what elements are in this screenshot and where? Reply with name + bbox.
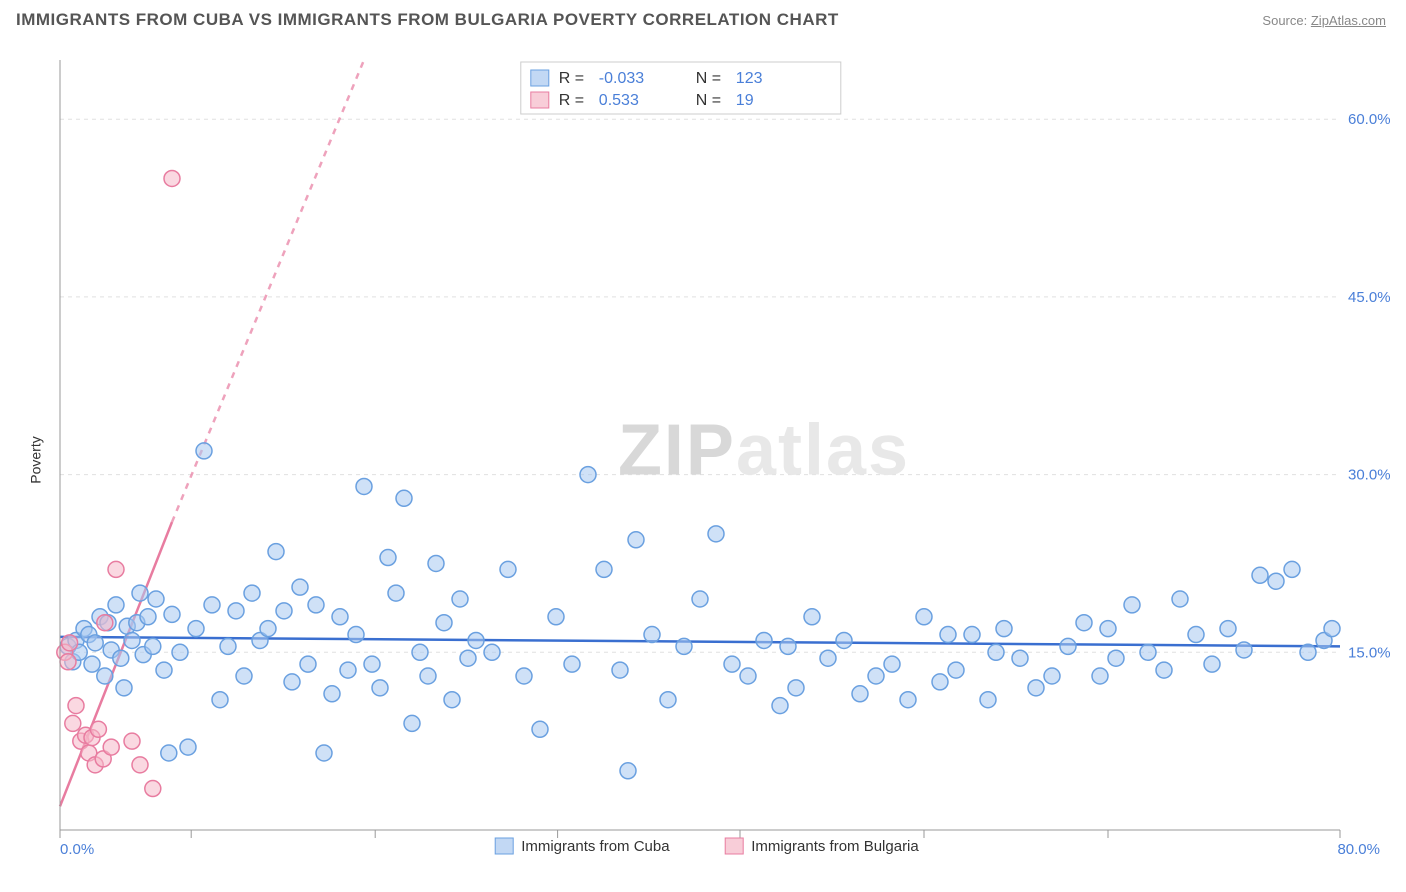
- svg-text:N =: N =: [696, 70, 721, 87]
- y-axis-label: Poverty: [28, 436, 44, 483]
- svg-text:Immigrants from Cuba: Immigrants from Cuba: [521, 838, 670, 855]
- svg-text:-0.033: -0.033: [599, 70, 644, 87]
- svg-text:45.0%: 45.0%: [1348, 289, 1390, 306]
- scatter-chart: ZIPatlas 15.0% 30.0% 45.0% 60.0% 0.0% 80.0% R =…: [50, 50, 1390, 870]
- svg-text:Immigrants from Bulgaria: Immigrants from Bulgaria: [751, 838, 919, 855]
- svg-text:N =: N =: [696, 92, 721, 109]
- svg-text:80.0%: 80.0%: [1337, 841, 1380, 858]
- svg-text:0.0%: 0.0%: [60, 841, 94, 858]
- chart-header: IMMIGRANTS FROM CUBA VS IMMIGRANTS FROM …: [0, 0, 1406, 40]
- svg-text:19: 19: [736, 92, 754, 109]
- chart-title: IMMIGRANTS FROM CUBA VS IMMIGRANTS FROM …: [16, 10, 839, 30]
- source-link[interactable]: ZipAtlas.com: [1311, 13, 1386, 28]
- source-attribution: Source: ZipAtlas.com: [1262, 13, 1386, 28]
- svg-text:0.533: 0.533: [599, 92, 639, 109]
- svg-text:ZIPatlas: ZIPatlas: [618, 411, 910, 491]
- svg-text:R =: R =: [559, 92, 584, 109]
- svg-text:123: 123: [736, 70, 763, 87]
- chart-area: Poverty ZIPatlas15.0%30.0%45.0%60.0%0.0%…: [50, 50, 1390, 870]
- svg-text:60.0%: 60.0%: [1348, 111, 1390, 128]
- svg-text:30.0%: 30.0%: [1348, 467, 1390, 484]
- svg-text:R =: R =: [559, 70, 584, 87]
- source-label: Source:: [1262, 13, 1307, 28]
- svg-text:15.0%: 15.0%: [1348, 644, 1390, 661]
